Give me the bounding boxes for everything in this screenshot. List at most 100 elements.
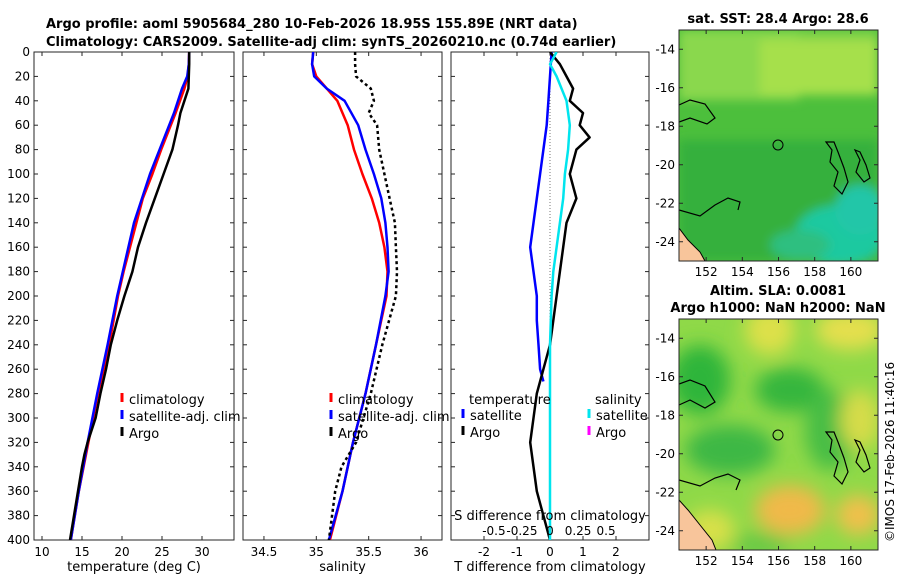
sla-map-lon-label: 154 (731, 554, 754, 568)
sla-map-lat-label: -16 (655, 370, 675, 384)
sst-map-title: sat. SST: 28.4 Argo: 28.6 (687, 12, 868, 27)
sla-map-lat-label: -22 (655, 485, 675, 499)
temperature-series-argo (68, 52, 191, 540)
salinity-xlabel: salinity (319, 560, 366, 575)
salinity-difference-axis-label: S difference from climatology (454, 509, 646, 524)
sla-map-subtitle: Argo h1000: NaN h2000: NaN (670, 301, 885, 316)
salinity-legend-title: salinity (595, 393, 642, 408)
salinity-legend-item: satellite (596, 409, 648, 424)
salinity-xtick-label: 35.5 (355, 545, 382, 559)
depth-tick-label: 380 (7, 509, 30, 523)
temperature-series-group (68, 52, 191, 540)
depth-tick-label: 40 (15, 94, 30, 108)
salinity-xtick-label: 34.5 (251, 545, 278, 559)
salinity-axes-box (242, 51, 443, 541)
salinity-legend-item: climatology (338, 393, 414, 408)
salinity-series-group (310, 52, 399, 540)
sst-map-lon-label: 154 (731, 265, 754, 279)
depth-tick-label: 60 (15, 118, 30, 132)
sla-map-lat-label: -18 (655, 408, 675, 422)
salinity-xtick-label: 35 (309, 545, 324, 559)
salinity-series-satellite-adj-clim (310, 52, 390, 540)
imos-credit: ©IMOS 17-Feb-2026 11:40:16 (883, 362, 897, 542)
sla-map-lat-label: -24 (655, 524, 675, 538)
sla-map-lon-label: 152 (695, 554, 718, 568)
sst-map-lat-label: -22 (655, 196, 675, 210)
salinity-legend-item: Argo (338, 427, 368, 442)
sla-map-ticks: 152 154 156 158 160 -14 -16 -18 -20 -22 -24 (655, 319, 878, 568)
temperature-xtick-label: 25 (154, 545, 169, 559)
depth-tick-label: 260 (7, 362, 30, 376)
depth-tick-label: 140 (7, 216, 30, 230)
differences-xtick-label: 0 (546, 545, 554, 559)
difference-panel: -2 -1 0 1 2T difference from climatology temp… (450, 51, 650, 575)
differences-xtick-label: 1 (579, 545, 587, 559)
sst-map-lat-label: -14 (655, 42, 675, 56)
salinity-legend-item: Argo (596, 426, 626, 441)
temperature-xlabel: temperature (deg C) (67, 560, 201, 575)
depth-tick-label: 120 (7, 191, 30, 205)
sst-map-lon-label: 152 (695, 265, 718, 279)
temperature-axes-box (33, 51, 235, 541)
sst-map-ticks: 152 154 156 158 160 -14 -16 -18 -20 -22 -24 (655, 30, 878, 279)
temperature-series-satellite-adj-clim (69, 52, 191, 540)
temperature-panel: 0 20 40 60 80 100 120 140 160 180 200 220 240 260 280 3… (7, 45, 241, 575)
temperature-xtick-label: 30 (194, 545, 209, 559)
temperature-legend-item: satellite-adj. clim (129, 410, 241, 425)
depth-tick-label: 200 (7, 289, 30, 303)
sst-map-lat-label: -24 (655, 235, 675, 249)
sla-map-lon-label: 158 (803, 554, 826, 568)
salinity-difference-tick-label: 0 (546, 524, 554, 538)
differences-xtick-label: -1 (511, 545, 523, 559)
temperature-legend-title: temperature (469, 393, 551, 408)
sst-map-lon-label: 160 (839, 265, 862, 279)
temperature-xtick-label: 20 (114, 545, 129, 559)
temperature-xtick-label: 10 (34, 545, 49, 559)
figure-title-line2: Climatology: CARS2009. Satellite-adj cli… (46, 35, 616, 50)
sst-map-lat-label: -18 (655, 119, 675, 133)
depth-tick-label: 240 (7, 338, 30, 352)
depth-tick-label: 340 (7, 460, 30, 474)
salinity-difference-tick-label: -0.25 (506, 524, 537, 538)
differences-series-t-argo (528, 52, 591, 540)
depth-tick-label: 100 (7, 167, 30, 181)
sst-map-lat-label: -16 (655, 81, 675, 95)
depth-tick-label: 0 (22, 45, 30, 59)
sla-map: Altim. SLA: 0.0081 Argo h1000: NaN h2000… (655, 284, 885, 568)
sla-map-lat-label: -14 (655, 331, 675, 345)
depth-tick-label: 20 (15, 69, 30, 83)
depth-tick-label: 280 (7, 387, 30, 401)
depth-tick-label: 320 (7, 435, 30, 449)
depth-tick-label: 220 (7, 313, 30, 327)
temperature-legend-item: Argo (129, 427, 159, 442)
salinity-difference-tick-label: -0.5 (482, 524, 505, 538)
depth-tick-label: 300 (7, 411, 30, 425)
differences-series-t-satellite (528, 52, 553, 382)
differences-series-group (528, 52, 591, 540)
sst-map-lon-label: 158 (803, 265, 826, 279)
salinity-xtick-label: 36 (413, 545, 428, 559)
sla-map-lon-label: 160 (839, 554, 862, 568)
differences-xtick-label: 2 (612, 545, 620, 559)
sla-map-title: Altim. SLA: 0.0081 (710, 284, 846, 299)
temperature-legend-item: climatology (129, 393, 205, 408)
depth-tick-label: 80 (15, 143, 30, 157)
figure-title-line1: Argo profile: aoml 5905684_280 10-Feb-20… (46, 17, 578, 32)
salinity-difference-tick-label: 0.25 (565, 524, 592, 538)
temperature-legend-item: Argo (470, 426, 500, 441)
sla-map-lat-label: -20 (655, 447, 675, 461)
depth-tick-label: 180 (7, 265, 30, 279)
sla-map-lon-label: 156 (767, 554, 790, 568)
depth-tick-label: 360 (7, 484, 30, 498)
sst-map-lat-label: -20 (655, 158, 675, 172)
differences-series-s-satellite (548, 52, 572, 540)
depth-tick-label: 400 (7, 533, 30, 547)
sst-map-lon-label: 156 (767, 265, 790, 279)
salinity-difference-tick-label: 0.5 (597, 524, 616, 538)
sst-map: sat. SST: 28.4 Argo: 28.6 (655, 12, 879, 279)
temperature-xtick-label: 15 (74, 545, 89, 559)
differences-xlabel: T difference from climatology (453, 560, 646, 575)
salinity-panel: 34.5 35 35.5 36 salinity climatology satellite… (242, 51, 450, 575)
